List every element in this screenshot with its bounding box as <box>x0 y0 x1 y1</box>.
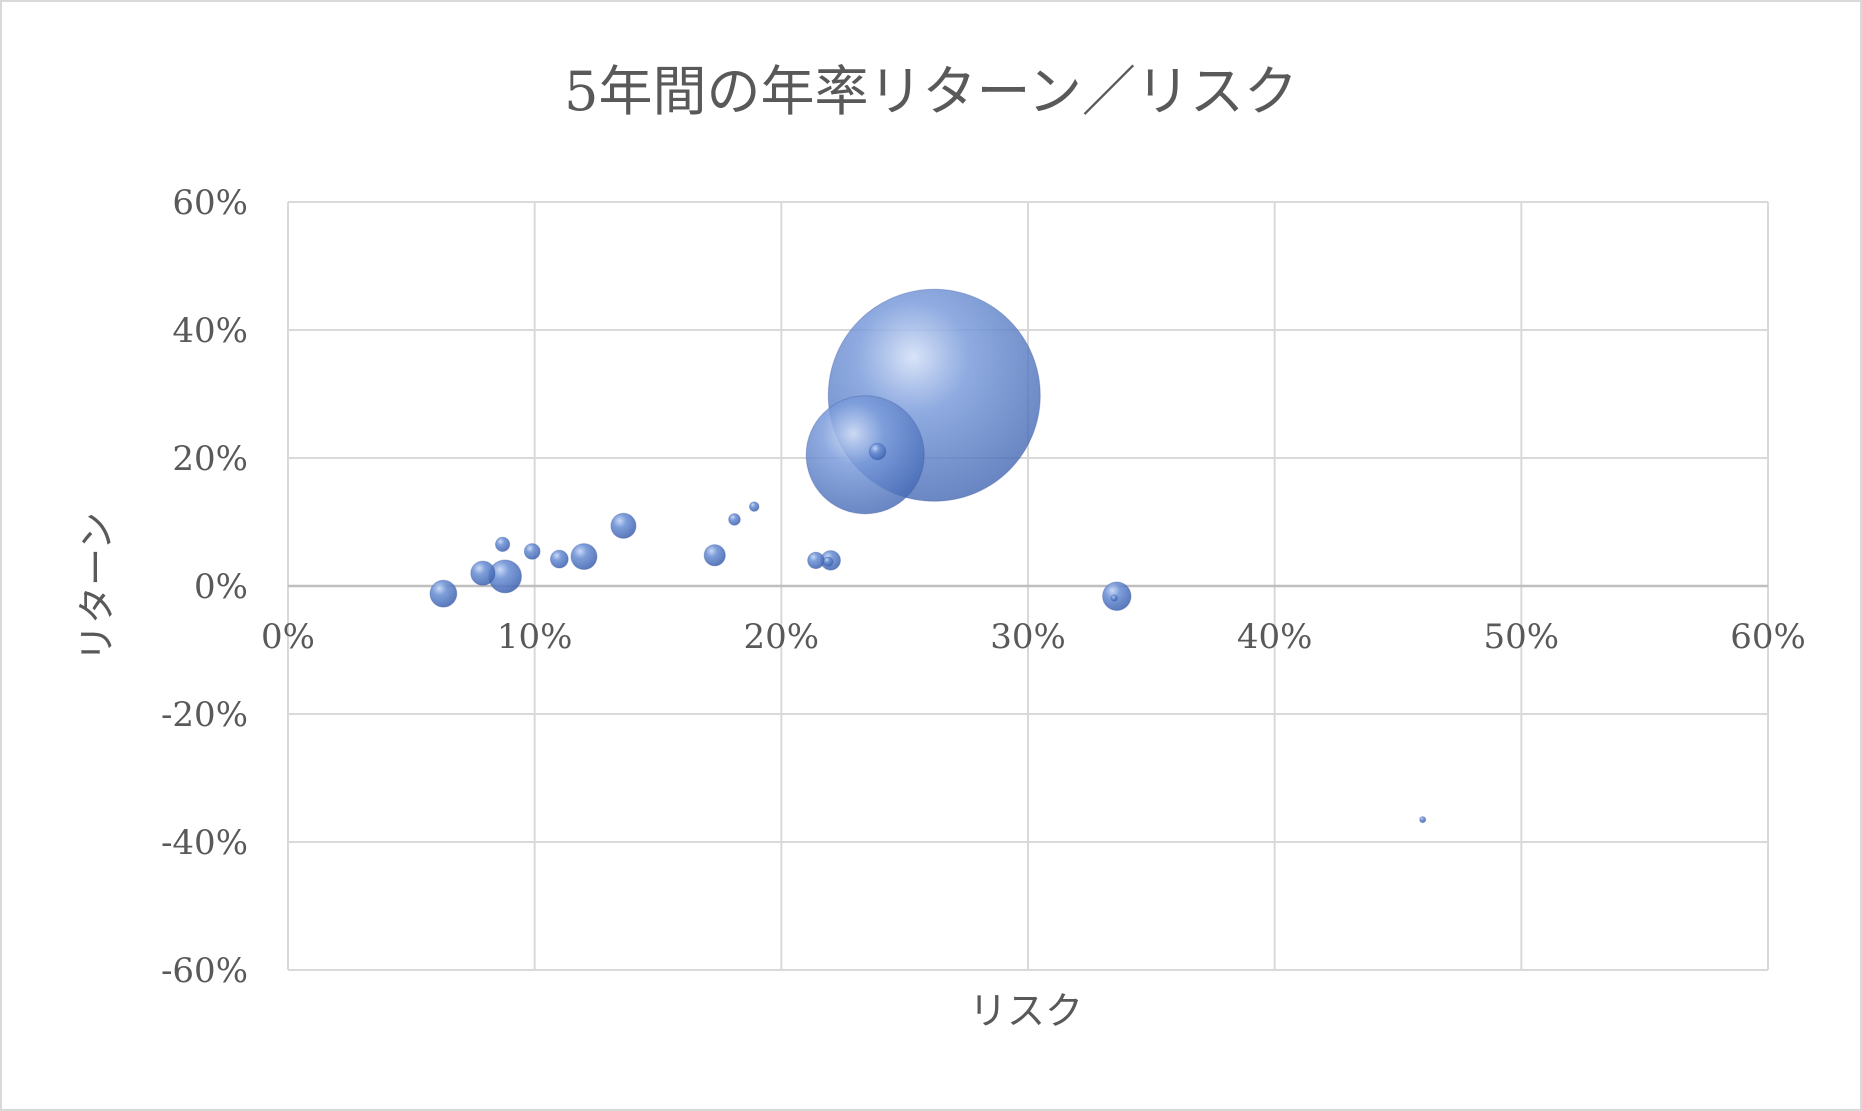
gridlines <box>287 201 1769 971</box>
data-bubble <box>748 501 760 512</box>
tick-labels: 0% 10% 20% 30% 40% 50% 60% 60% 40% 20% 0% -20% -40% -… <box>161 183 1806 991</box>
data-bubble <box>549 549 569 569</box>
x-tick-label: 0% <box>261 617 315 657</box>
bubble-series <box>429 288 1427 824</box>
y-tick-label: 40% <box>172 311 248 351</box>
chart-title: 5年間の年率リターン／リスク <box>564 60 1298 123</box>
y-tick-label: 20% <box>172 439 248 479</box>
y-axis-title: リターン <box>75 512 119 662</box>
data-bubble <box>1102 581 1132 611</box>
y-tick-label: 60% <box>172 183 248 223</box>
data-bubble <box>805 395 925 515</box>
data-bubble <box>728 513 741 526</box>
y-tick-label: -40% <box>161 823 248 863</box>
x-axis-title: リスク <box>969 989 1083 1033</box>
x-tick-label: 40% <box>1237 617 1313 657</box>
data-bubble <box>610 512 637 539</box>
x-tick-label: 60% <box>1730 617 1806 657</box>
x-tick-label: 20% <box>744 617 820 657</box>
y-tick-label: -60% <box>161 951 248 991</box>
data-bubble <box>703 544 726 567</box>
data-bubble <box>570 543 598 571</box>
data-bubble <box>523 543 541 560</box>
data-bubble <box>868 442 887 461</box>
x-tick-label: 30% <box>990 617 1066 657</box>
y-tick-label: -20% <box>161 695 248 735</box>
data-bubble <box>429 579 458 608</box>
data-bubble <box>1419 816 1427 824</box>
x-tick-label: 10% <box>497 617 573 657</box>
data-bubble <box>494 536 511 553</box>
data-bubble <box>470 560 496 586</box>
data-bubble <box>1110 594 1118 602</box>
x-tick-label: 50% <box>1484 617 1560 657</box>
data-bubble <box>807 551 825 570</box>
data-bubble <box>822 556 834 567</box>
y-tick-label: 0% <box>194 567 248 607</box>
